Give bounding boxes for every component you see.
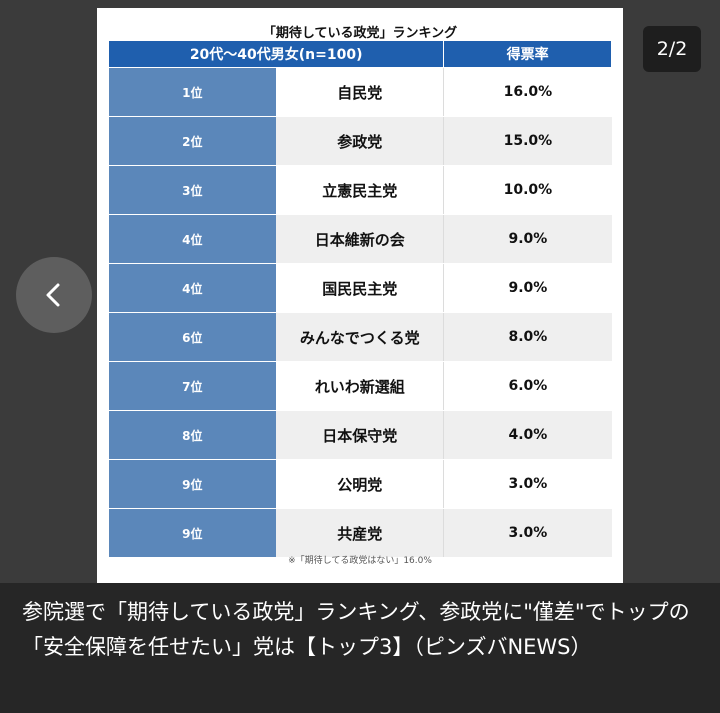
rate-cell: 15.0% xyxy=(443,116,612,166)
ranking-table: 20代〜40代男女(n=100) 得票率 1位 自民党 16.0% 2位 参政党 15.0… xyxy=(107,40,612,558)
rate-cell: 9.0% xyxy=(443,214,612,264)
header-respondents: 20代〜40代男女(n=100) xyxy=(107,40,445,68)
party-cell: みんなでつくる党 xyxy=(276,312,444,362)
table-row: 6位 みんなでつくる党 8.0% xyxy=(108,312,612,362)
chart-title: 「期待している政党」ランキング xyxy=(262,26,458,41)
table-note: ※「期待してる政党はない」16.0% xyxy=(288,556,432,566)
rank-cell: 2位 xyxy=(108,116,277,166)
page-counter: 2/2 xyxy=(643,26,701,72)
chevron-left-icon xyxy=(46,283,60,307)
prev-image-button[interactable] xyxy=(16,257,92,333)
table-row: 9位 公明党 3.0% xyxy=(108,459,612,509)
caption-bar: 参院選で「期待している政党」ランキング、参政党に"僅差"でトップの「安全保障を任… xyxy=(0,583,720,713)
rank-cell: 4位 xyxy=(108,263,277,313)
table-row: 8位 日本保守党 4.0% xyxy=(108,410,612,460)
rank-cell: 4位 xyxy=(108,214,277,264)
table-header-row: 20代〜40代男女(n=100) 得票率 xyxy=(107,40,612,68)
party-cell: 自民党 xyxy=(276,67,444,117)
rank-cell: 1位 xyxy=(108,67,277,117)
rate-cell: 6.0% xyxy=(443,361,612,411)
party-cell: 公明党 xyxy=(276,459,444,509)
party-cell: 共産党 xyxy=(276,508,444,558)
rate-cell: 4.0% xyxy=(443,410,612,460)
party-cell: 参政党 xyxy=(276,116,444,166)
table-row: 3位 立憲民主党 10.0% xyxy=(108,165,612,215)
header-rate: 得票率 xyxy=(443,40,612,68)
table-row: 2位 参政党 15.0% xyxy=(108,116,612,166)
table-row: 9位 共産党 3.0% xyxy=(108,508,612,558)
rate-cell: 8.0% xyxy=(443,312,612,362)
rate-cell: 3.0% xyxy=(443,459,612,509)
rate-cell: 3.0% xyxy=(443,508,612,558)
rank-cell: 9位 xyxy=(108,508,277,558)
party-cell: 立憲民主党 xyxy=(276,165,444,215)
party-cell: 日本保守党 xyxy=(276,410,444,460)
rate-cell: 10.0% xyxy=(443,165,612,215)
rank-cell: 9位 xyxy=(108,459,277,509)
table-row: 7位 れいわ新選組 6.0% xyxy=(108,361,612,411)
table-row: 1位 自民党 16.0% xyxy=(108,67,612,117)
table-row: 4位 日本維新の会 9.0% xyxy=(108,214,612,264)
rank-cell: 8位 xyxy=(108,410,277,460)
rank-cell: 7位 xyxy=(108,361,277,411)
ranking-image[interactable]: 「期待している政党」ランキング 20代〜40代男女(n=100) 得票率 1位自… xyxy=(97,8,623,583)
party-cell: 日本維新の会 xyxy=(276,214,444,264)
rate-cell: 16.0% xyxy=(443,67,612,117)
caption-text[interactable]: 参院選で「期待している政党」ランキング、参政党に"僅差"でトップの「安全保障を任… xyxy=(22,600,690,659)
rate-cell: 9.0% xyxy=(443,263,612,313)
party-cell: 国民民主党 xyxy=(276,263,444,313)
party-cell: れいわ新選組 xyxy=(276,361,444,411)
rank-cell: 3位 xyxy=(108,165,277,215)
rank-cell: 6位 xyxy=(108,312,277,362)
table-row: 4位 国民民主党 9.0% xyxy=(108,263,612,313)
ranking-body: 1位 自民党 16.0% 2位 参政党 15.0% 3位 立憲民主党 10.0% 4位 日本維新の会… xyxy=(108,67,612,558)
